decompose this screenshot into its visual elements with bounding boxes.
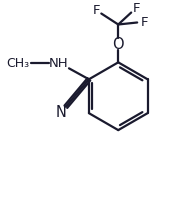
Text: NH: NH	[49, 57, 69, 70]
Text: CH₃: CH₃	[6, 57, 29, 70]
Text: F: F	[93, 4, 100, 17]
Text: F: F	[140, 16, 148, 29]
Text: O: O	[112, 37, 124, 52]
Text: N: N	[55, 105, 66, 120]
Text: F: F	[132, 2, 140, 15]
